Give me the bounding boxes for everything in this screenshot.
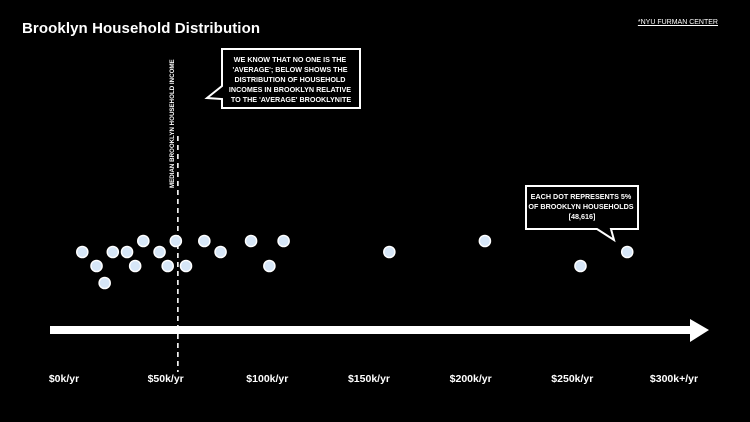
x-tick-label: $200k/yr [450,373,492,385]
x-tick-label: $150k/yr [348,373,390,385]
household-dot [161,259,174,273]
household-dot [383,245,396,259]
x-tick-label: $0k/yr [49,373,79,385]
household-dot [106,245,120,259]
intro-callout: WE KNOW THAT NO ONE IS THE 'AVERAGE'; BE… [204,48,361,109]
tick-labels-layer: $0k/yr $50k/yr $100k/yr $150k/yr $200k/yr $25… [49,373,698,385]
dots-layer [76,234,634,290]
chart-title: Brooklyn Household Distribution [22,20,261,37]
household-dot [478,234,492,248]
household-dot [620,245,634,259]
household-dot [120,245,134,259]
svg-text:WE KNOW THAT NO ONE IS THE: WE KNOW THAT NO ONE IS THE 'AVERAGE'; BE… [229,55,353,104]
household-dot [153,245,166,259]
household-dot [244,234,258,248]
household-dot [90,259,103,273]
intro-line: INCOMES IN BROOKLYN RELATIVE [229,85,351,94]
svg-text:EACH DOT REPRESENTS 5%: EACH DOT REPRESENTS 5% OF BROOKLYN HOUSE… [528,192,635,221]
household-dot [179,259,193,273]
dot-key-callout: EACH DOT REPRESENTS 5% OF BROOKLYN HOUSE… [525,185,639,243]
intro-line: WE KNOW THAT NO ONE IS THE [234,55,347,64]
intro-line: TO THE 'AVERAGE' BROOKLYNITE [231,95,351,104]
dot-key-line: EACH DOT REPRESENTS 5% [531,192,632,201]
household-dot [277,234,290,248]
income-axis-arrow [50,319,709,342]
intro-line: DISTRIBUTION OF HOUSEHOLD [234,75,345,84]
household-dot [128,259,142,273]
household-dot [197,234,211,248]
median-label: MEDIAN BROOKLYN HOUSEHOLD INCOME [169,59,176,188]
source-link[interactable]: *NYU FURMAN CENTER [637,19,718,26]
household-dot [98,276,111,290]
x-tick-label: $300k+/yr [650,373,698,385]
household-dot [136,234,150,248]
x-tick-label: $50k/yr [148,373,184,385]
household-dot [214,245,227,259]
dot-key-line: [48,616] [569,212,596,221]
household-dot [76,245,89,259]
household-dot [169,234,183,248]
household-dot [263,259,276,273]
x-tick-label: $100k/yr [246,373,288,385]
intro-line: 'AVERAGE'; BELOW SHOWS THE [232,65,347,74]
dot-key-line: OF BROOKLYN HOUSEHOLDS [528,202,633,211]
x-tick-label: $250k/yr [551,373,593,385]
household-dot [574,259,587,273]
